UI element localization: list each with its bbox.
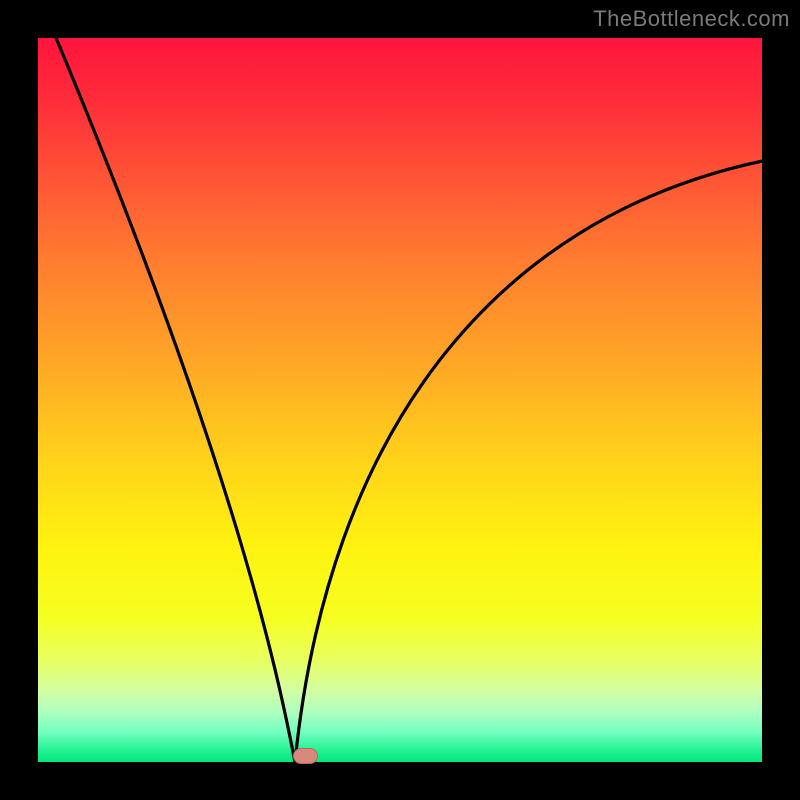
minimum-marker — [293, 748, 318, 764]
watermark-text: TheBottleneck.com — [593, 6, 790, 32]
plot-area — [38, 38, 762, 762]
gradient-background — [38, 38, 762, 762]
chart-canvas: TheBottleneck.com — [0, 0, 800, 800]
